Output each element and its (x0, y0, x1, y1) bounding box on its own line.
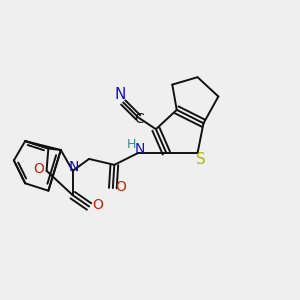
Text: N: N (69, 160, 80, 174)
Text: H: H (127, 138, 136, 151)
Text: C: C (135, 112, 145, 126)
Text: N: N (134, 142, 145, 155)
Text: N: N (115, 87, 126, 102)
Text: O: O (92, 198, 103, 212)
Text: O: O (116, 180, 127, 194)
Text: S: S (196, 152, 206, 167)
Text: O: O (33, 162, 44, 176)
